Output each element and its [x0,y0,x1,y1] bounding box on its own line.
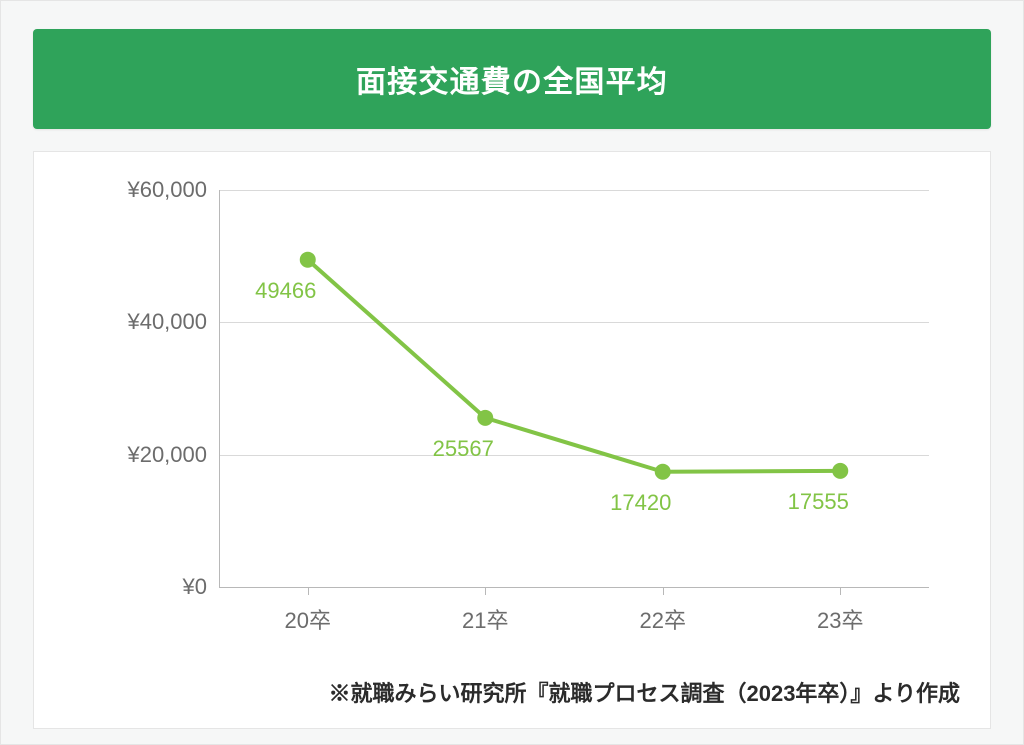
chart-card: ¥0 ¥20,000 ¥40,000 ¥60,000 20卒 21卒 22卒 23卒 49466… [33,151,991,729]
x-tick [308,587,309,595]
data-marker [300,252,316,268]
x-axis-line [219,587,929,588]
data-marker [477,410,493,426]
data-label: 17555 [788,489,849,515]
data-label: 25567 [433,436,494,462]
data-marker [832,463,848,479]
y-tick-label: ¥40,000 [127,309,207,335]
x-tick-label: 23卒 [817,603,863,635]
data-label: 17420 [610,490,671,516]
x-tick [663,587,664,595]
chart-title: 面接交通費の全国平均 [33,29,991,129]
x-tick [485,587,486,595]
y-tick-label: ¥60,000 [127,177,207,203]
data-label: 49466 [255,278,316,304]
x-tick-label: 20卒 [285,603,331,635]
line-series-svg [219,190,929,587]
source-note: ※就職みらい研究所『就職プロセス調査（2023年卒）』より作成 [328,676,960,708]
x-tick [840,587,841,595]
x-tick-label: 22卒 [640,603,686,635]
x-tick-label: 21卒 [462,603,508,635]
y-tick-label: ¥0 [183,574,207,600]
data-marker [655,464,671,480]
y-tick-label: ¥20,000 [127,442,207,468]
line-path [308,260,841,472]
source-note-text: ※就職みらい研究所『就職プロセス調査（2023年卒）』より作成 [328,681,960,706]
chart-title-text: 面接交通費の全国平均 [356,66,668,99]
plot-area: ¥0¥20,000¥40,000¥60,00020卒21卒22卒23卒49466… [219,190,929,587]
chart-container: 面接交通費の全国平均 ¥0 ¥20,000 ¥40,000 ¥60,000 20卒 21卒… [0,0,1024,745]
